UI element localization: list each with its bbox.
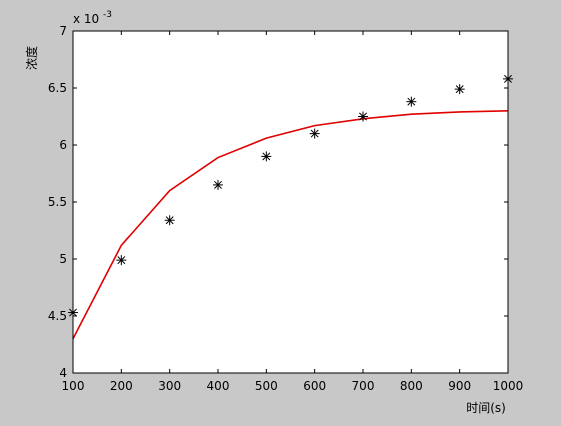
ticks-layer: 100 200 300 400 500 600 700 800 900 1000 4 4.5 5 5.5 6… — [48, 24, 523, 393]
x-tick-label: 300 — [158, 379, 181, 393]
marker-stroke — [165, 216, 174, 225]
y-tick-label: 5 — [59, 252, 67, 266]
data-point — [116, 255, 127, 266]
x-tick-label: 600 — [303, 379, 326, 393]
x-tick-label: 500 — [255, 379, 278, 393]
marker-stroke — [310, 129, 319, 138]
x-axis-label: 时间(s) — [466, 401, 506, 415]
marker-stroke — [455, 85, 464, 94]
y-tick-label: 5.5 — [48, 195, 67, 209]
marker-stroke — [359, 112, 367, 121]
y-tick-label: 7 — [59, 24, 67, 38]
x-tick-label: 1000 — [493, 379, 524, 393]
data-point — [164, 215, 175, 226]
y-exponent-base: x 10 — [73, 12, 99, 26]
marker-stroke — [262, 152, 271, 161]
data-point — [454, 84, 465, 95]
data-point — [309, 128, 320, 139]
marker-stroke — [117, 256, 126, 265]
y-tick-label: 6.5 — [48, 81, 67, 95]
y-exponent-label: x 10 -3 — [73, 10, 112, 26]
x-tick-label: 900 — [448, 379, 471, 393]
x-tick-label: 400 — [207, 379, 230, 393]
marker-stroke — [214, 180, 222, 189]
y-tick-label: 4 — [59, 366, 67, 380]
y-exponent-power: -3 — [103, 10, 112, 20]
data-point — [261, 151, 272, 162]
data-point — [406, 96, 417, 107]
x-tick-label: 100 — [62, 379, 85, 393]
marker-stroke — [407, 97, 416, 106]
x-tick-label: 200 — [110, 379, 133, 393]
data-point — [358, 111, 368, 122]
y-axis-label: 浓度 — [24, 46, 39, 70]
data-point — [213, 179, 223, 190]
y-tick-label: 6 — [59, 138, 67, 152]
x-tick-label: 700 — [352, 379, 375, 393]
x-tick-label: 800 — [400, 379, 423, 393]
axes-background — [73, 31, 508, 373]
axes-frame — [72, 30, 509, 374]
y-tick-label: 4.5 — [48, 309, 67, 323]
fit-line — [72, 110, 509, 340]
